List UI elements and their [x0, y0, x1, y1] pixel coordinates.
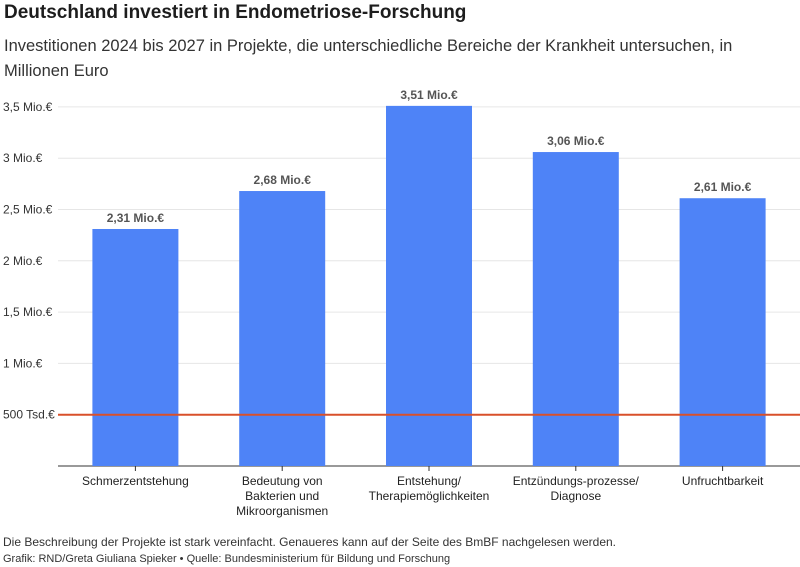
chart-title: Deutschland investiert in Endometriose-F…	[4, 2, 467, 23]
footnote: Die Beschreibung der Projekte ist stark …	[3, 535, 617, 549]
y-tick-label: 500 Tsd.€	[3, 408, 55, 422]
bar	[239, 191, 326, 467]
x-tick-label: Diagnose	[550, 489, 601, 503]
y-tick-label: 3,5 Mio.€	[3, 100, 53, 114]
x-tick-label: Entzündungs-prozesse/	[513, 474, 640, 488]
x-tick-label: Entstehung/	[397, 474, 462, 488]
x-tick-label: Therapiemöglichkeiten	[369, 489, 490, 503]
credit-line: Grafik: RND/Greta Giuliana Spieker • Que…	[3, 553, 451, 565]
chart-subtitle: Investitionen 2024 bis 2027 in Projekte,…	[4, 37, 733, 80]
bar-chart: 500 Tsd.€ 1 Mio.€ 1,5 Mio.€ 2 Mio.€ 2,5 Mio.…	[3, 88, 800, 518]
bar	[92, 228, 179, 466]
x-tick-label: Bedeutung von	[242, 474, 323, 488]
data-label: 3,51 Mio.€	[400, 88, 458, 102]
y-tick-label: 2 Mio.€	[3, 254, 43, 268]
y-tick-label: 1,5 Mio.€	[3, 305, 53, 319]
data-label: 2,61 Mio.€	[694, 180, 752, 194]
x-tick-label: Unfruchtbarkeit	[682, 474, 764, 488]
x-tick-label: Bakterien und	[245, 489, 319, 503]
x-tick-label: Mikroorganismen	[236, 504, 328, 518]
y-tick-label: 2,5 Mio.€	[3, 203, 53, 217]
data-label: 2,31 Mio.€	[107, 211, 165, 225]
y-tick-label: 1 Mio.€	[3, 356, 43, 370]
bar	[532, 152, 619, 466]
bar	[679, 198, 766, 466]
x-tick-label: Schmerzentstehung	[82, 474, 189, 488]
y-tick-label: 3 Mio.€	[3, 151, 43, 165]
data-label: 3,06 Mio.€	[547, 134, 605, 148]
data-label: 2,68 Mio.€	[254, 173, 312, 187]
bar	[386, 105, 472, 467]
